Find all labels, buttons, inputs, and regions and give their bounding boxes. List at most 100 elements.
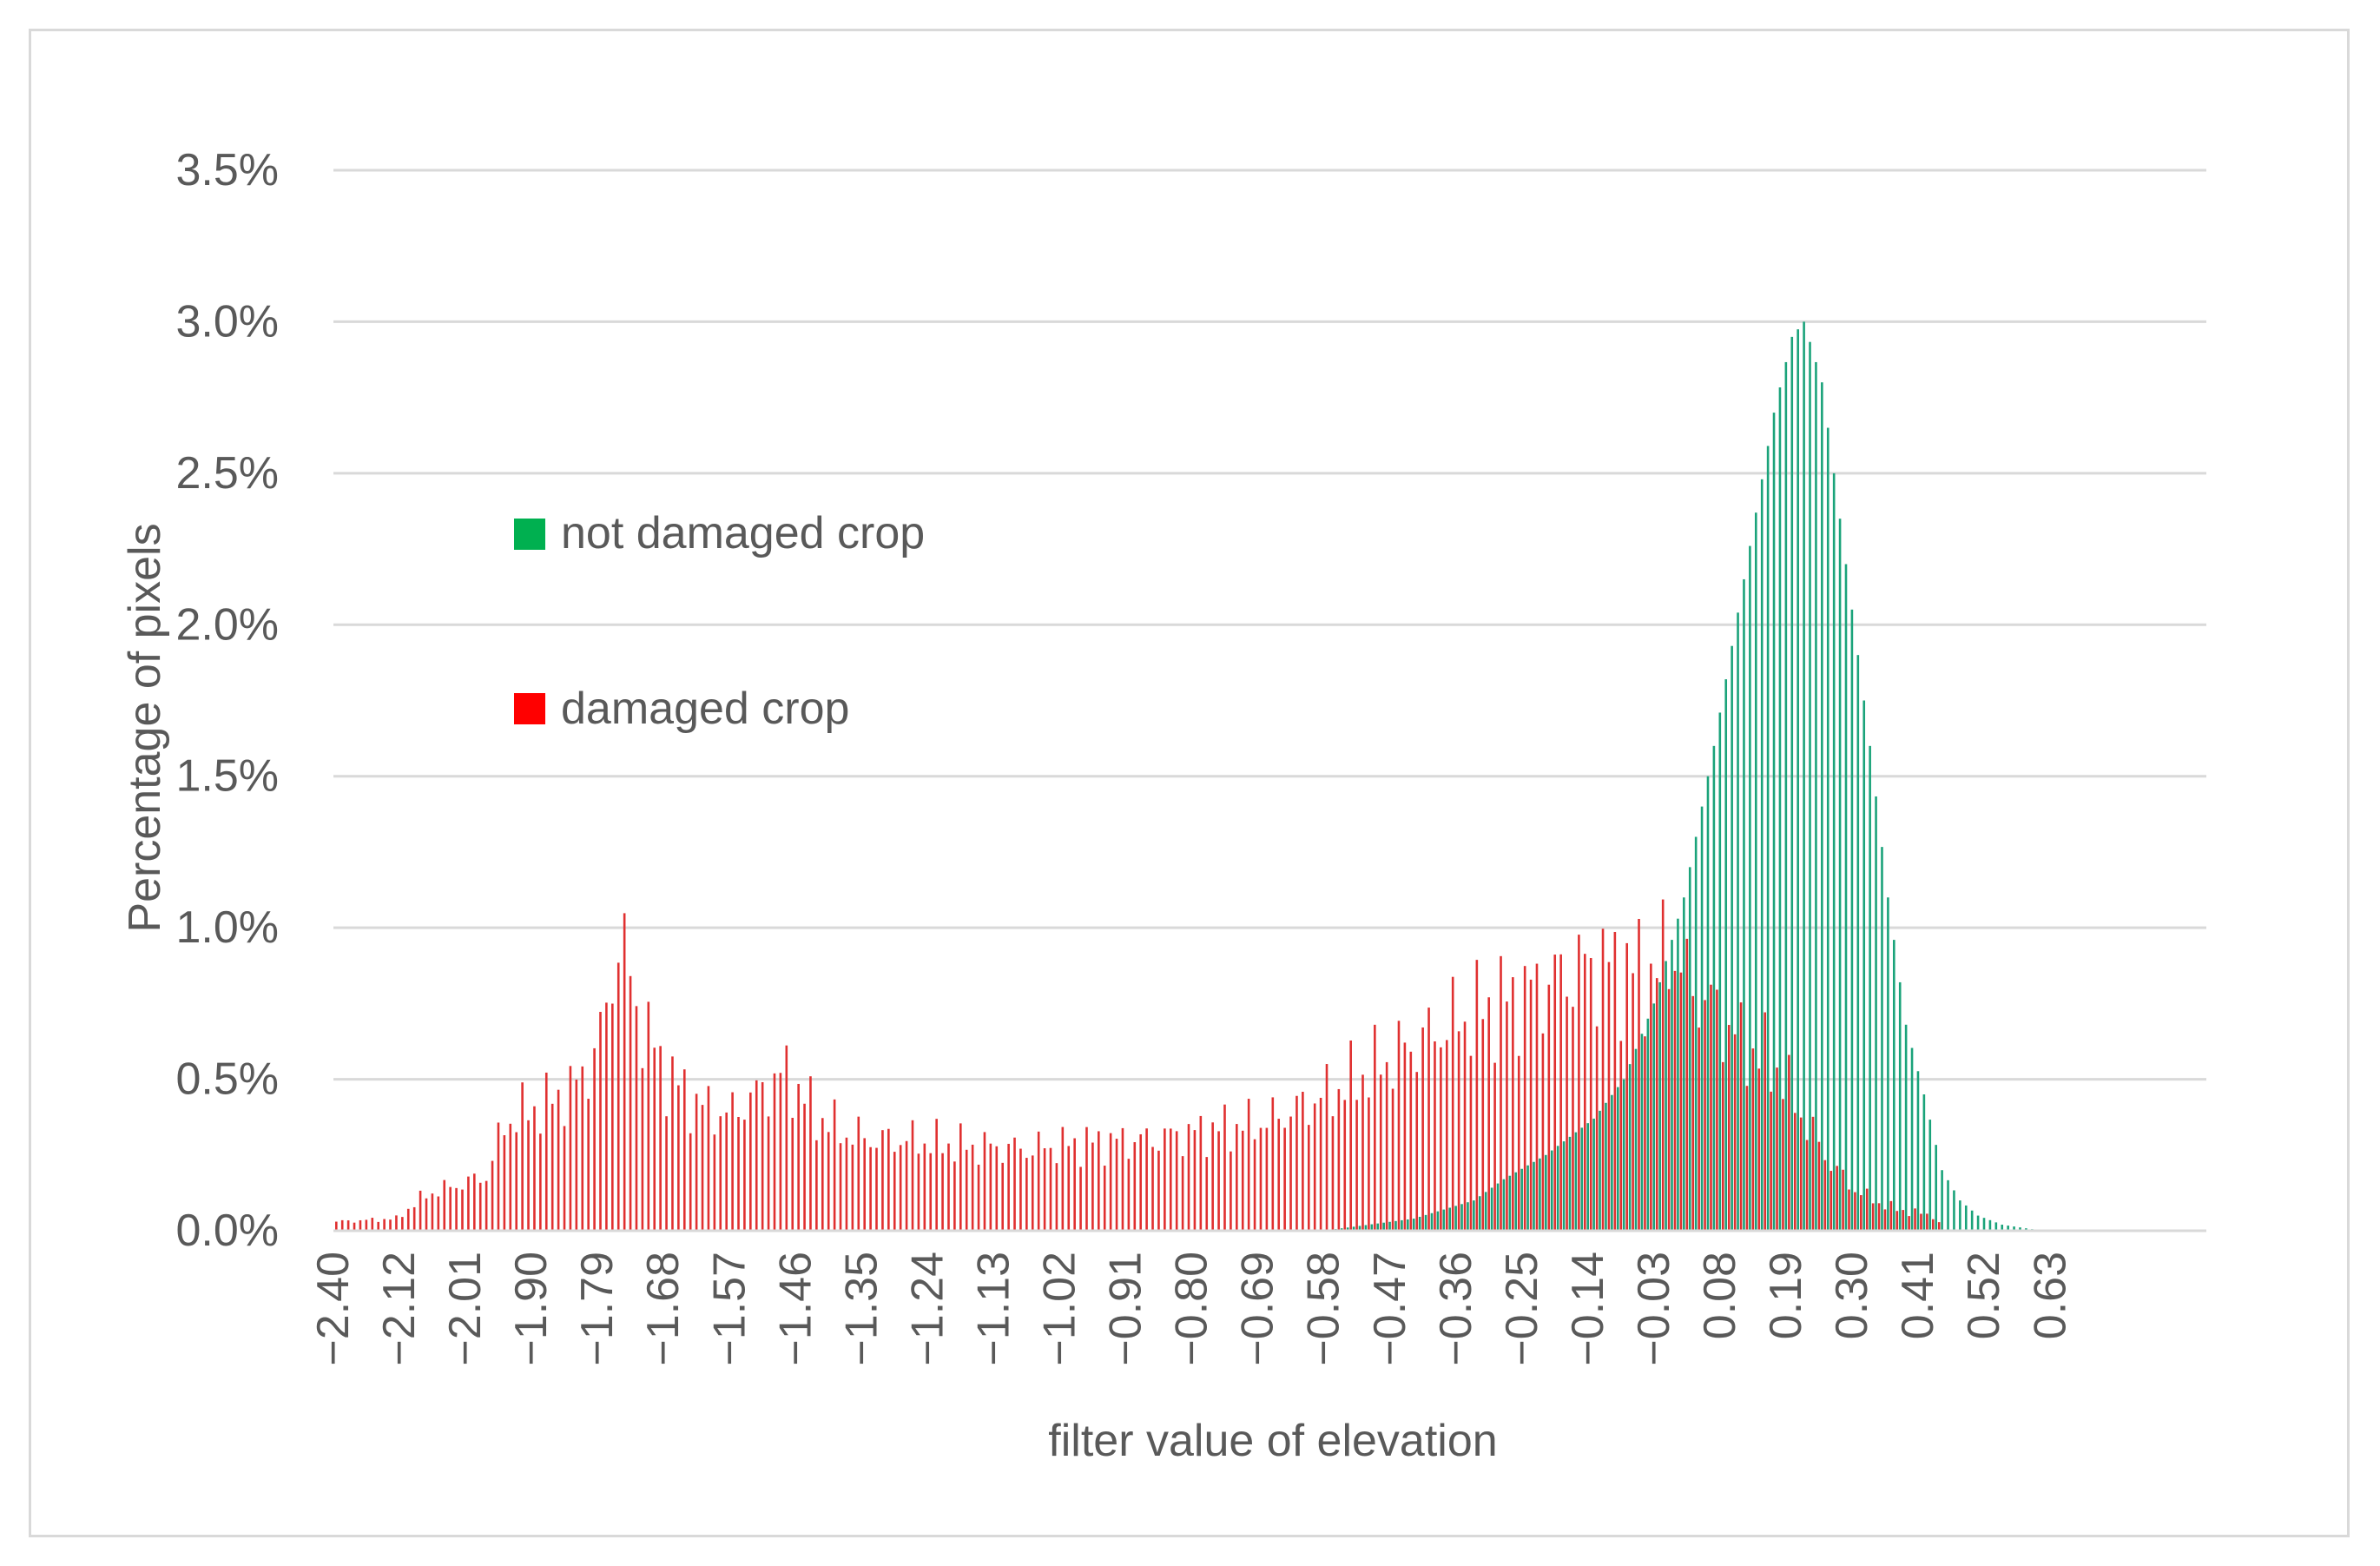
histogram-bar [1481,1019,1485,1231]
histogram-bar [809,1076,812,1231]
histogram-bar [1904,1024,1908,1231]
histogram-bar [1722,1061,1724,1231]
histogram-bar [1679,972,1683,1231]
histogram-bar [1145,1128,1148,1231]
histogram-bar [1205,1157,1209,1231]
histogram-bar [1217,1131,1220,1231]
histogram-bar [1133,1142,1137,1231]
histogram-bar [1883,1209,1887,1231]
histogram-bar [1677,918,1679,1231]
histogram-bar [1760,479,1764,1231]
histogram-bar [863,1138,866,1231]
histogram-bar [1875,796,1877,1231]
histogram-bar [1655,978,1658,1231]
histogram-bar [989,1143,992,1231]
histogram-bar [1364,1225,1368,1231]
histogram-bar [1770,1091,1772,1231]
histogram-bar [1388,1221,1391,1231]
histogram-bar [857,1116,860,1231]
histogram-bar [389,1219,392,1231]
histogram-bar [377,1221,379,1231]
x-tick-label: −1.02 [1035,1252,1085,1366]
histogram-bar [665,1116,668,1231]
histogram-bar [346,1220,350,1231]
histogram-bar [1865,1188,1869,1231]
histogram-bar [833,1099,836,1231]
histogram-bar [1091,1142,1094,1231]
histogram-bar [371,1218,374,1231]
histogram-bar [1407,1219,1409,1231]
histogram-bar [1169,1128,1172,1231]
histogram-bar [1067,1146,1071,1231]
histogram-bar [353,1222,356,1231]
histogram-bar [1706,776,1710,1231]
histogram-bar [701,1105,704,1231]
histogram-bar [1838,519,1842,1231]
histogram-bar [1826,427,1830,1231]
histogram-bar [1671,940,1673,1231]
histogram-bar [749,1092,752,1231]
histogram-bar [1556,1146,1559,1231]
histogram-bar [1484,1192,1487,1231]
histogram-bar [1727,1025,1731,1231]
histogram-bar [929,1153,933,1231]
histogram-bar [1578,935,1580,1231]
histogram-bar [1836,1166,1838,1231]
histogram-bar [1799,1117,1803,1231]
histogram-bar [1772,413,1776,1232]
histogram-bar [899,1145,902,1231]
histogram-bar [1683,897,1685,1231]
histogram-bar [1403,1042,1407,1231]
histogram-bar [1343,1100,1347,1231]
histogram-bar [1751,1048,1755,1231]
histogram-bar [1001,1162,1004,1231]
histogram-bar [1451,976,1454,1231]
histogram-bar [1368,1097,1370,1231]
histogram-bar [1331,1116,1335,1231]
histogram-bar [1638,918,1640,1231]
histogram-bar [1223,1104,1226,1231]
damaged-crop-bars [335,899,1941,1231]
histogram-bar [1632,973,1634,1231]
histogram-bar [1337,1088,1341,1231]
histogram-bar [755,1080,758,1231]
histogram-bar [1665,961,1667,1231]
x-tick-label: 0.19 [1761,1252,1811,1339]
histogram-bar [395,1215,398,1231]
histogram-bar [1947,1179,1949,1231]
histogram-bar [473,1173,476,1231]
histogram-bar [1193,1130,1197,1231]
histogram-bar [1667,988,1671,1231]
histogram-bar [467,1176,470,1231]
histogram-bar [1517,1055,1520,1231]
histogram-bar [365,1219,368,1231]
histogram-bar [1691,995,1695,1231]
x-tick-label: −1.79 [572,1252,623,1366]
histogram-bar [851,1144,854,1231]
y-axis-label: Percentage of pixels [120,523,170,932]
histogram-bar [1457,1031,1460,1231]
histogram-bar [544,1072,548,1231]
histogram-bar [761,1081,764,1231]
histogram-bar [947,1143,950,1231]
histogram-bar [1493,1062,1496,1231]
histogram-bar [1910,1047,1914,1231]
histogram-bar [1199,1115,1203,1231]
histogram-bar [1523,966,1526,1231]
histogram-bar [1151,1146,1154,1231]
histogram-bar [1295,1095,1298,1231]
histogram-bar [1547,984,1551,1231]
histogram-bar [1916,1071,1920,1231]
gridlines [333,168,2206,1081]
histogram-bar [1259,1127,1263,1231]
histogram-bar [461,1189,464,1231]
histogram-bar [1644,1036,1646,1231]
histogram-bar [1313,1103,1316,1231]
histogram-bar [1959,1200,1961,1231]
histogram-bar [803,1103,806,1231]
histogram-bar [1473,1200,1475,1231]
histogram-bar [1754,512,1757,1231]
histogram-bar [875,1147,878,1231]
histogram-bar [1797,329,1799,1231]
histogram-bar [1778,387,1782,1231]
